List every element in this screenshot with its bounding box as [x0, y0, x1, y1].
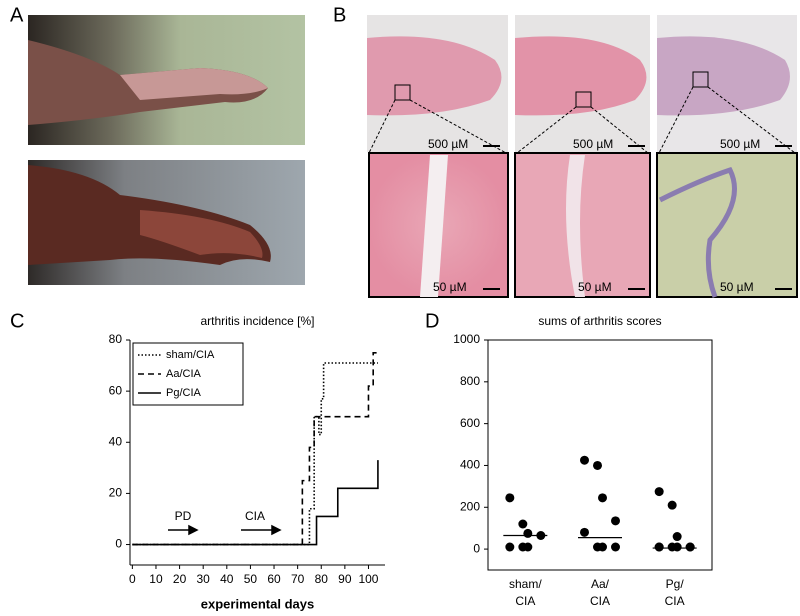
x-tick-label: 80 — [315, 572, 329, 586]
data-point — [598, 493, 607, 503]
y-tick-label: 20 — [109, 486, 123, 500]
y-tick-label: 1000 — [453, 332, 480, 346]
y-tick-label: 600 — [460, 416, 480, 430]
y-tick-label: 200 — [460, 499, 480, 513]
y-tick-label: 400 — [460, 458, 480, 472]
data-point — [654, 542, 664, 552]
data-point — [505, 542, 515, 552]
legend-label: Aa/CIA — [166, 368, 202, 380]
scale-label: 50 µM — [720, 280, 754, 294]
y-tick-label: 40 — [109, 434, 123, 448]
x-tick-label: 10 — [149, 572, 163, 586]
panel-label: A — [10, 4, 24, 26]
legend-label: sham/CIA — [166, 349, 215, 361]
x-tick-label: 100 — [358, 572, 378, 586]
y-tick-label: 0 — [473, 541, 480, 555]
scale-label: 50 µM — [578, 280, 612, 294]
x-tick-label: Pg/ CIA — [664, 577, 685, 608]
y-tick-label: 60 — [109, 383, 123, 397]
series-line — [132, 351, 378, 546]
legend-label: Pg/CIA — [166, 387, 202, 399]
panel-label: D — [425, 310, 439, 332]
chart-title: sums of arthritis scores — [538, 314, 661, 328]
data-point — [593, 460, 602, 470]
panel-label: B — [333, 4, 346, 26]
data-point — [672, 532, 682, 542]
scale-label: 500 µM — [573, 137, 613, 151]
x-tick-label: Aa/ CIA — [589, 577, 610, 608]
x-tick-label: 90 — [338, 572, 352, 586]
x-tick-label: 50 — [244, 572, 258, 586]
data-point — [505, 493, 515, 503]
x-tick-label: 20 — [173, 572, 187, 586]
x-tick-label: sham/ CIA — [508, 577, 542, 608]
annotation: PD — [175, 509, 192, 523]
annotation-arrows — [168, 524, 282, 536]
data-point — [667, 500, 677, 510]
panel-label: C — [10, 310, 24, 332]
x-axis-label: experimental days — [201, 596, 314, 611]
data-point — [523, 528, 533, 538]
x-tick-label: 60 — [267, 572, 281, 586]
data-point — [611, 516, 620, 526]
y-tick-label: 80 — [109, 332, 123, 346]
data-point — [685, 542, 695, 552]
annotation: CIA — [245, 509, 265, 523]
y-tick-label: 800 — [460, 374, 480, 388]
plot-frame — [487, 339, 713, 571]
data-point — [580, 527, 589, 537]
scale-label: 50 µM — [433, 280, 467, 294]
x-tick-label: 40 — [220, 572, 234, 586]
y-tick-label: 0 — [115, 537, 122, 551]
series-line — [132, 460, 379, 546]
scale-label: 500 µM — [720, 137, 760, 151]
series-line — [132, 362, 378, 546]
data-point — [611, 542, 620, 552]
photo-a — [28, 15, 305, 285]
x-tick-label: 0 — [129, 572, 136, 586]
data-point — [598, 542, 607, 552]
histology-b — [367, 15, 798, 298]
chart-title: arthritis incidence [%] — [200, 314, 314, 328]
data-point — [523, 542, 533, 552]
x-tick-label: 30 — [197, 572, 211, 586]
scale-label: 500 µM — [428, 137, 468, 151]
data-point — [580, 455, 589, 465]
data-point — [654, 487, 664, 497]
data-point — [672, 542, 682, 552]
x-tick-label: 70 — [291, 572, 305, 586]
data-point — [518, 519, 528, 529]
